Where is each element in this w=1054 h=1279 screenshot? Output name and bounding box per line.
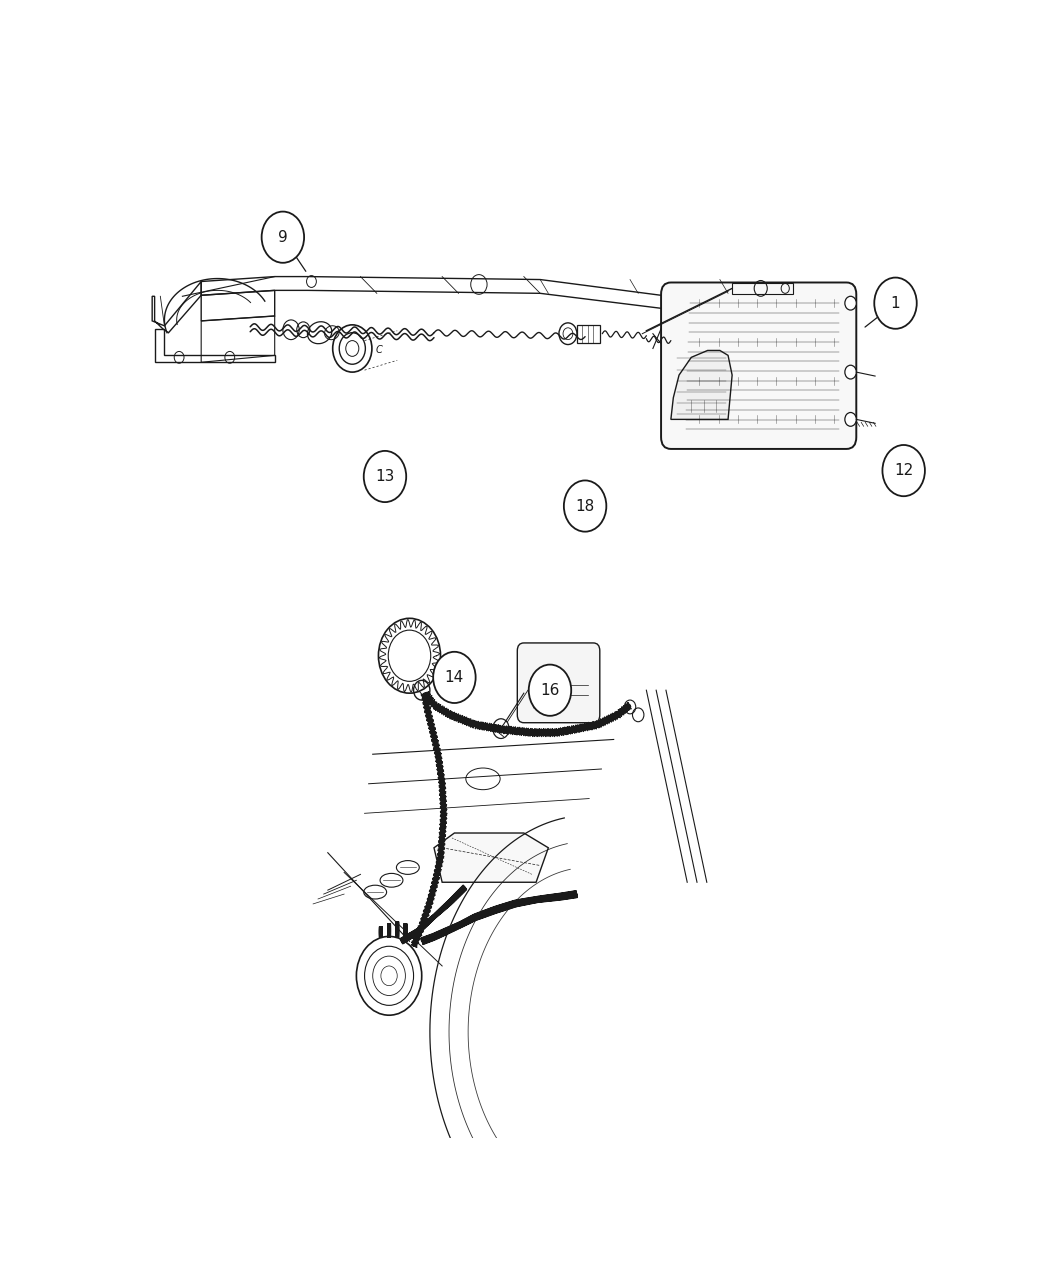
Circle shape [261,211,305,262]
Circle shape [559,322,577,344]
Circle shape [882,445,925,496]
FancyBboxPatch shape [518,643,600,723]
Text: 1: 1 [891,295,900,311]
Text: 9: 9 [278,230,288,244]
Circle shape [529,665,571,716]
Text: 18: 18 [575,499,594,514]
FancyBboxPatch shape [577,325,600,343]
Circle shape [333,325,372,372]
Circle shape [356,936,422,1016]
Polygon shape [434,833,548,883]
Circle shape [845,413,856,426]
Ellipse shape [380,874,403,888]
Circle shape [433,652,475,703]
Circle shape [364,451,406,503]
Ellipse shape [364,885,387,899]
Circle shape [539,680,559,703]
Text: 12: 12 [894,463,914,478]
Text: 16: 16 [541,683,560,698]
Circle shape [564,481,606,532]
Polygon shape [671,350,733,420]
Text: 14: 14 [445,670,464,686]
Circle shape [845,297,856,310]
Ellipse shape [396,861,419,875]
Circle shape [845,366,856,379]
Circle shape [874,278,917,329]
Text: C: C [375,345,382,356]
FancyBboxPatch shape [661,283,856,449]
Text: 13: 13 [375,469,394,483]
